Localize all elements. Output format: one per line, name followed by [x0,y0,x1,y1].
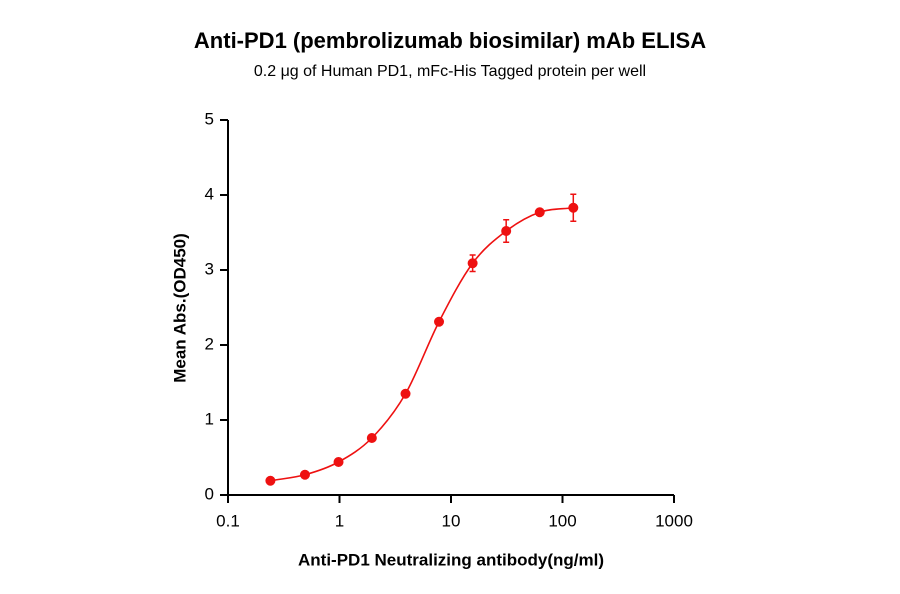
y-tick-label: 3 [205,259,214,278]
y-tick-label: 5 [205,109,214,128]
x-tick-label: 100 [548,511,576,530]
x-axis-label: Anti-PD1 Neutralizing antibody(ng/ml) [298,550,604,569]
data-point [333,457,344,467]
y-tick-label: 2 [205,334,214,353]
data-point [299,469,310,480]
x-tick-label: 0.1 [216,511,240,530]
data-point [501,226,512,236]
data-point [534,207,545,218]
y-axis-label: Mean Abs.(OD450) [170,233,189,383]
data-point [434,316,445,327]
data-point [400,388,411,399]
y-tick-label: 4 [205,184,214,203]
y-tick-label: 1 [205,409,214,428]
data-point [467,258,478,269]
fit-curve [270,206,574,482]
data-point [366,433,377,443]
x-tick-label: 10 [442,511,461,530]
chart-title: Anti-PD1 (pembrolizumab biosimilar) mAb … [194,28,706,53]
data-point [568,202,579,213]
chart-subtitle: 0.2 μg of Human PD1, mFc-His Tagged prot… [254,63,646,80]
y-tick-label: 0 [205,484,214,503]
x-tick-label: 1000 [655,511,693,530]
data-point [265,475,276,486]
x-tick-label: 1 [335,511,344,530]
